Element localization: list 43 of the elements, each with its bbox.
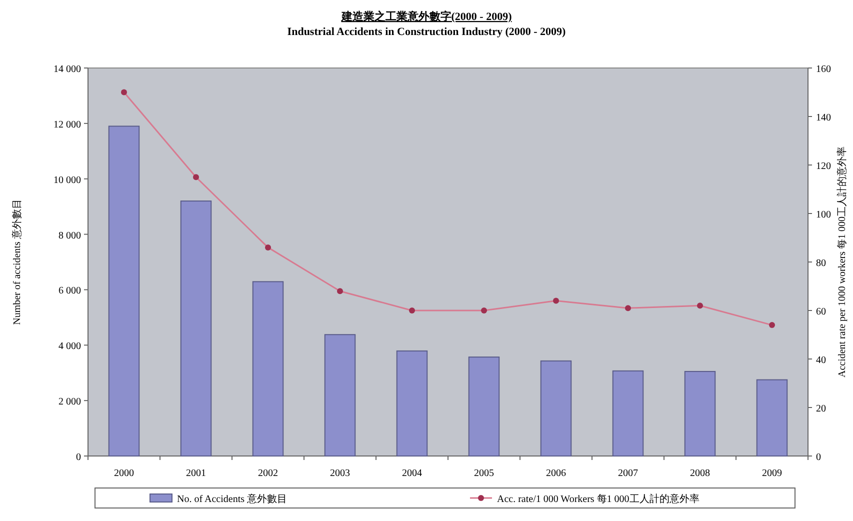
y2-tick-label: 40 [816, 355, 826, 366]
bar [684, 370, 716, 456]
bar [468, 356, 500, 456]
x-tick-label: 2005 [474, 468, 494, 479]
y-tick-label: 12 000 [54, 119, 81, 130]
bar [324, 334, 356, 456]
y-tick-label: 4 000 [58, 341, 81, 352]
x-tick-label: 2009 [762, 468, 782, 479]
y2-axis-title: Accident rate per 1000 workers 每1 000工人計的意外率 [836, 146, 848, 378]
x-tick-label: 2006 [546, 468, 566, 479]
y2-tick-label: 140 [816, 112, 831, 124]
y-tick-label: 6 000 [58, 286, 81, 297]
x-tick-label: 2007 [618, 468, 638, 479]
y-tick-label: 14 000 [54, 64, 81, 75]
y2-tick-label: 160 [816, 64, 831, 75]
y-axis-title: Number of accidents 意外數目 [11, 199, 23, 325]
y2-tick-label: 60 [816, 306, 826, 318]
x-tick-label: 2008 [690, 468, 710, 479]
bar [396, 350, 428, 456]
y2-tick-label: 80 [816, 258, 826, 269]
y2-tick-label: 100 [816, 210, 831, 220]
bar [180, 200, 212, 456]
bar [612, 370, 644, 456]
y-tick-label: 8 000 [58, 230, 81, 242]
bar [756, 379, 788, 456]
chart-subtitle: Industrial Accidents in Construction Industry (2000 - 2009) [287, 26, 566, 38]
y-tick-label: 0 [76, 452, 81, 463]
x-tick-label: 2001 [186, 468, 206, 479]
legend-label: No. of Accidents 意外數目 [177, 493, 287, 505]
y2-tick-label: 0 [816, 452, 821, 463]
x-tick-label: 2004 [402, 468, 422, 479]
y-tick-label: 2 000 [58, 396, 81, 408]
x-tick-label: 2000 [114, 468, 134, 479]
y2-tick-label: 20 [816, 404, 826, 414]
legend-label: Acc. rate/1 000 Workers 每1 000工人計的意外率 [497, 493, 700, 505]
y-tick-label: 10 000 [54, 174, 81, 186]
bar [252, 281, 284, 456]
x-tick-label: 2003 [330, 468, 350, 479]
bar [540, 360, 572, 456]
y2-tick-label: 120 [816, 161, 831, 172]
chart-title: 建造業之工業意外數字(2000 - 2009) [340, 10, 512, 23]
x-tick-label: 2002 [258, 468, 278, 479]
bar [108, 126, 140, 456]
